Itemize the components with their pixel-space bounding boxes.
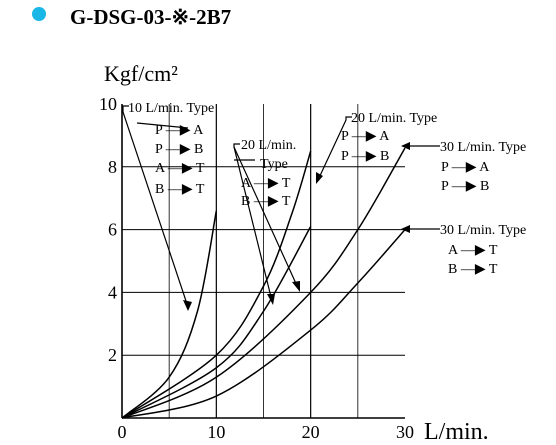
x-axis-label: L/min. xyxy=(424,419,489,445)
leader-20-lmin-b xyxy=(233,146,273,302)
x-tick-label: 10 xyxy=(207,422,225,442)
y-tick-label: 6 xyxy=(108,220,117,240)
chart-title: G-DSG-03-※-2B7 xyxy=(70,5,231,29)
series-line xyxy=(121,226,312,419)
annotation-10-lmin: 10 L/min. Type P —▶ A P —▶ B A —▶ T B —▶… xyxy=(128,101,214,197)
annotation-20-lmin-at: 20 L/min. Type A —▶ T B —▶ T xyxy=(241,138,296,209)
annotation-line: P —▶ B xyxy=(155,142,203,157)
series-line xyxy=(121,229,406,419)
series-line xyxy=(121,147,406,419)
tick-labels: 0 10 20 30 2 4 6 8 10 xyxy=(99,94,414,442)
annotation-line: 10 L/min. Type xyxy=(128,101,214,116)
annotation-line: P —▶ B xyxy=(341,149,389,164)
leader-20-lmin-a xyxy=(233,143,299,289)
series-line xyxy=(121,150,312,419)
leader-arrowhead xyxy=(401,225,410,233)
annotation-line: 30 L/min. Type xyxy=(440,223,526,238)
annotation-line: A —▶ T xyxy=(241,176,291,191)
annotation-line: A —▶ T xyxy=(155,161,205,176)
annotation-line: P —▶ B xyxy=(441,179,489,194)
axes xyxy=(121,104,405,419)
bullet-icon xyxy=(32,7,46,21)
annotation-line: 30 L/min. Type xyxy=(440,140,526,155)
leader-lines xyxy=(122,105,440,311)
leader-arrowhead xyxy=(401,142,410,150)
series-curves xyxy=(121,147,406,419)
series-line xyxy=(121,210,218,419)
y-tick-label: 10 xyxy=(99,94,117,114)
annotation-30-lmin-pa: 30 L/min. Type P —▶ A P —▶ B xyxy=(440,140,526,194)
x-tick-label: 0 xyxy=(118,422,127,442)
x-tick-label: 20 xyxy=(302,422,320,442)
annotation-30-lmin-at: 30 L/min. Type A —▶ T B —▶ T xyxy=(440,223,526,277)
x-tick-label: 30 xyxy=(396,422,414,442)
leader-arrowhead xyxy=(292,281,300,292)
annotation-line: B —▶ T xyxy=(241,194,291,209)
annotation-line: Type xyxy=(260,157,288,172)
leader-tick xyxy=(136,122,189,129)
leader-arrowhead xyxy=(267,294,275,305)
annotation-line: A —▶ T xyxy=(448,243,498,258)
leader-arrowhead xyxy=(316,172,323,184)
annotation-line: P —▶ A xyxy=(341,129,390,144)
y-tick-label: 4 xyxy=(108,282,117,302)
y-tick-label: 8 xyxy=(108,157,117,177)
leader-20-lmin-pa xyxy=(317,116,352,181)
annotation-line: B —▶ T xyxy=(448,262,498,277)
grid xyxy=(122,104,405,418)
annotation-line: 20 L/min. Type xyxy=(351,111,437,126)
leader-arrowhead xyxy=(183,300,192,311)
annotation-line: 20 L/min. xyxy=(241,138,296,153)
y-tick-label: 2 xyxy=(108,345,117,365)
y-axis-label: Kgf/cm² xyxy=(104,61,178,86)
annotation-line: P —▶ A xyxy=(155,123,204,138)
annotation-20-lmin-pa: 20 L/min. Type P —▶ A P —▶ B xyxy=(341,111,437,164)
annotation-line: P —▶ A xyxy=(441,160,490,175)
leader-10-lmin xyxy=(122,105,189,308)
annotation-line: B —▶ T xyxy=(155,182,205,197)
